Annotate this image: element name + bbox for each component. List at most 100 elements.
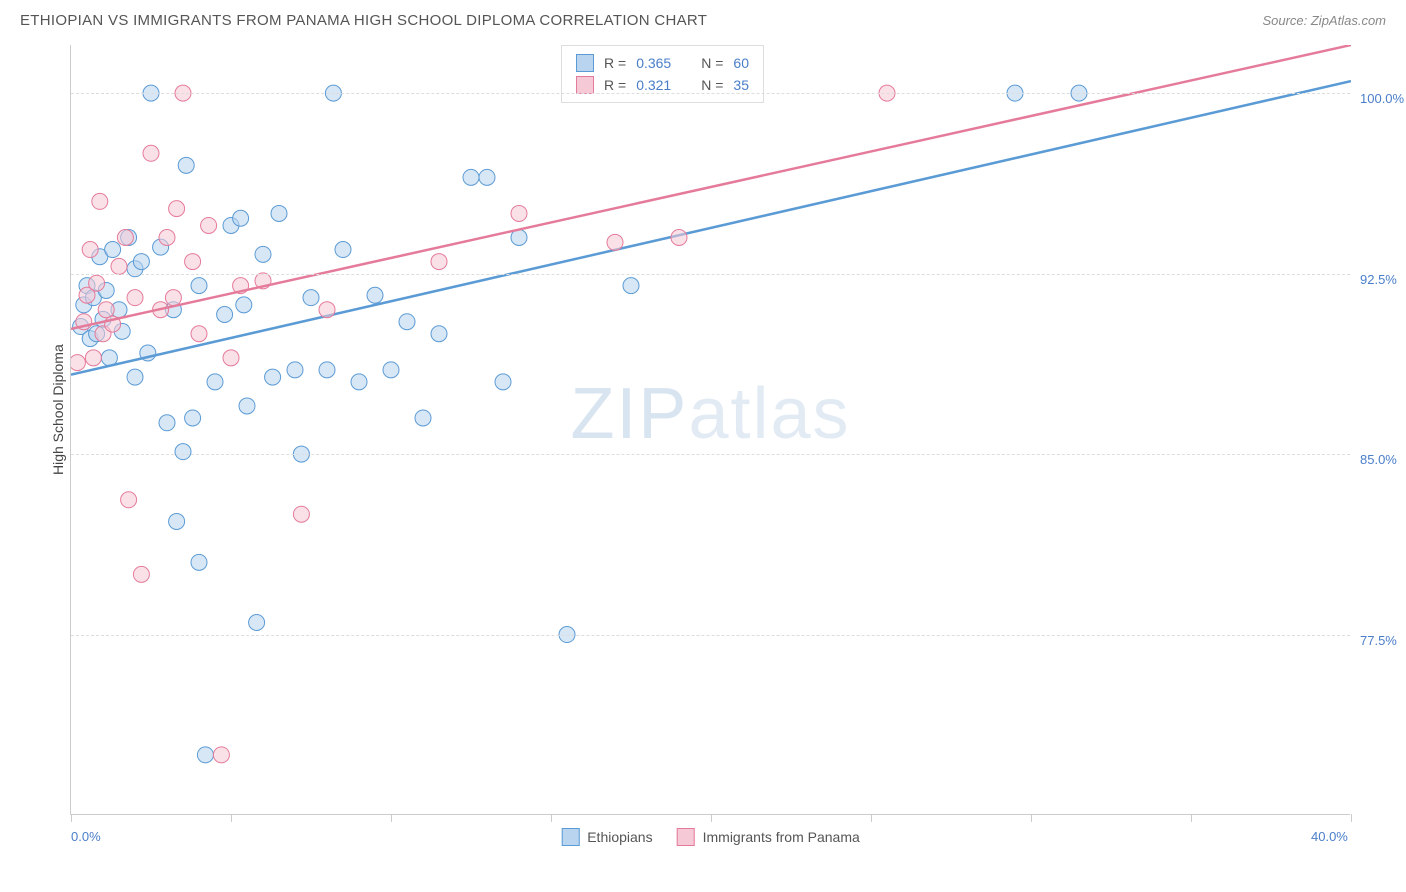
gridline: [71, 93, 1350, 94]
scatter-point: [213, 747, 229, 763]
scatter-point: [255, 246, 271, 262]
x-tick: [711, 814, 712, 822]
scatter-point: [127, 369, 143, 385]
scatter-point: [178, 157, 194, 173]
scatter-point: [431, 254, 447, 270]
scatter-point: [399, 314, 415, 330]
y-tick-label: 77.5%: [1360, 633, 1406, 648]
scatter-point: [105, 242, 121, 258]
trend-line: [71, 81, 1351, 375]
scatter-point: [127, 290, 143, 306]
scatter-point: [351, 374, 367, 390]
scatter-svg: [71, 45, 1351, 815]
series-legend-panama: Immigrants from Panama: [677, 828, 860, 846]
x-tick: [391, 814, 392, 822]
legend-swatch-panama: [677, 828, 695, 846]
scatter-point: [233, 210, 249, 226]
chart-title: ETHIOPIAN VS IMMIGRANTS FROM PANAMA HIGH…: [20, 12, 707, 29]
scatter-point: [175, 444, 191, 460]
y-tick-label: 100.0%: [1360, 91, 1406, 106]
scatter-point: [117, 230, 133, 246]
legend-r-label: R =: [604, 52, 626, 74]
scatter-point: [201, 217, 217, 233]
scatter-point: [249, 615, 265, 631]
scatter-point: [293, 506, 309, 522]
series-name-0: Ethiopians: [587, 829, 652, 845]
scatter-point: [169, 201, 185, 217]
legend-n-label: N =: [701, 52, 723, 74]
legend-swatch-ethiopians: [576, 54, 594, 72]
x-tick-label: 0.0%: [71, 829, 101, 844]
scatter-point: [383, 362, 399, 378]
scatter-point: [239, 398, 255, 414]
scatter-point: [98, 302, 114, 318]
legend-swatch-panama: [576, 76, 594, 94]
scatter-point: [236, 297, 252, 313]
x-tick: [71, 814, 72, 822]
scatter-point: [143, 145, 159, 161]
correlation-legend: R = 0.365 N = 60 R = 0.321 N = 35: [561, 45, 764, 103]
scatter-point: [165, 290, 181, 306]
x-tick: [551, 814, 552, 822]
gridline: [71, 635, 1350, 636]
scatter-point: [191, 326, 207, 342]
scatter-point: [367, 287, 383, 303]
scatter-point: [287, 362, 303, 378]
x-tick: [1351, 814, 1352, 822]
scatter-point: [271, 205, 287, 221]
scatter-point: [82, 242, 98, 258]
scatter-point: [223, 350, 239, 366]
scatter-point: [191, 278, 207, 294]
x-tick-label: 40.0%: [1311, 829, 1348, 844]
scatter-point: [463, 169, 479, 185]
scatter-point: [671, 230, 687, 246]
scatter-point: [335, 242, 351, 258]
series-legend-ethiopians: Ethiopians: [561, 828, 652, 846]
scatter-point: [159, 415, 175, 431]
scatter-point: [431, 326, 447, 342]
scatter-point: [111, 258, 127, 274]
series-name-1: Immigrants from Panama: [703, 829, 860, 845]
x-tick: [231, 814, 232, 822]
legend-n-value-0: 60: [733, 52, 749, 74]
chart-container: High School Diploma ZIPatlas R = 0.365 N…: [50, 45, 1370, 825]
scatter-point: [319, 362, 335, 378]
scatter-point: [133, 254, 149, 270]
scatter-point: [159, 230, 175, 246]
y-tick-label: 92.5%: [1360, 272, 1406, 287]
scatter-point: [511, 205, 527, 221]
scatter-point: [217, 307, 233, 323]
legend-r-value-0: 0.365: [636, 52, 671, 74]
scatter-point: [92, 193, 108, 209]
scatter-point: [191, 554, 207, 570]
scatter-point: [89, 275, 105, 291]
scatter-point: [133, 566, 149, 582]
scatter-point: [495, 374, 511, 390]
y-tick-label: 85.0%: [1360, 452, 1406, 467]
scatter-point: [607, 234, 623, 250]
plot-area: ZIPatlas R = 0.365 N = 60 R = 0.321 N = …: [70, 45, 1350, 815]
x-tick: [1191, 814, 1192, 822]
source-attribution: Source: ZipAtlas.com: [1262, 13, 1386, 28]
scatter-point: [303, 290, 319, 306]
scatter-point: [479, 169, 495, 185]
scatter-point: [121, 492, 137, 508]
legend-swatch-ethiopians: [561, 828, 579, 846]
scatter-point: [71, 355, 85, 371]
scatter-point: [319, 302, 335, 318]
scatter-point: [85, 350, 101, 366]
scatter-point: [185, 254, 201, 270]
x-tick: [871, 814, 872, 822]
scatter-point: [197, 747, 213, 763]
series-legend: Ethiopians Immigrants from Panama: [561, 828, 860, 846]
gridline: [71, 454, 1350, 455]
scatter-point: [623, 278, 639, 294]
gridline: [71, 274, 1350, 275]
x-tick: [1031, 814, 1032, 822]
scatter-point: [169, 513, 185, 529]
scatter-point: [265, 369, 281, 385]
scatter-point: [207, 374, 223, 390]
scatter-point: [185, 410, 201, 426]
y-axis-label: High School Diploma: [50, 344, 66, 475]
scatter-point: [415, 410, 431, 426]
